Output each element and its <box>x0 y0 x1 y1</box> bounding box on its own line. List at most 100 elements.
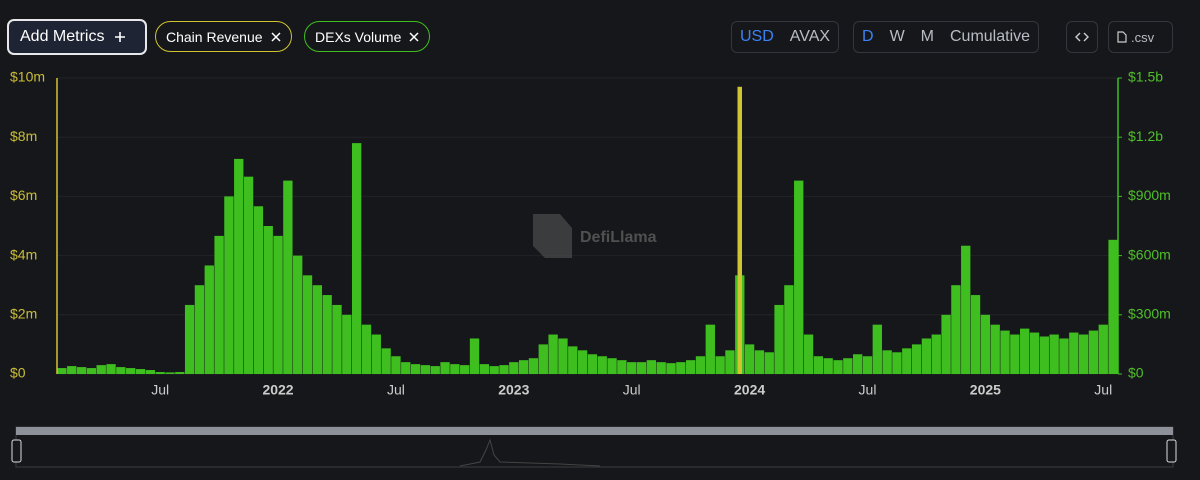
period-option[interactable]: M <box>920 28 934 45</box>
bar <box>921 338 932 374</box>
bar <box>843 358 853 374</box>
bar <box>911 344 922 374</box>
bar <box>381 348 391 374</box>
period-group: D W M Cumulative <box>853 21 1040 53</box>
y2-tick-label: $600m <box>1128 246 1171 262</box>
bar <box>312 285 323 374</box>
bar <box>705 324 715 374</box>
denomination-option[interactable]: AVAX <box>789 28 831 45</box>
csv-button[interactable]: .csv <box>1108 21 1173 53</box>
bar <box>332 304 342 374</box>
bar <box>961 245 971 374</box>
bar <box>990 324 1000 374</box>
bar <box>293 255 303 374</box>
bar <box>371 334 381 374</box>
bar <box>558 338 568 374</box>
bar <box>1010 334 1020 374</box>
bar <box>410 364 421 374</box>
watermark-text: DefiLlama <box>580 229 657 246</box>
bar <box>243 176 254 374</box>
legend-chip[interactable]: DEXs Volume <box>304 21 431 52</box>
y2-tick-label: $300m <box>1128 306 1171 322</box>
period-option[interactable]: D <box>862 28 874 45</box>
bar <box>184 304 195 374</box>
period-option[interactable]: W <box>889 28 905 45</box>
x-tick-label: 2025 <box>970 382 1001 398</box>
bar <box>351 143 362 374</box>
bar <box>401 362 411 374</box>
bar <box>636 362 647 374</box>
bar <box>214 235 224 374</box>
bar <box>577 350 588 374</box>
plot <box>57 77 1118 375</box>
bar <box>450 364 460 374</box>
bar <box>587 354 598 374</box>
bar <box>361 324 372 374</box>
bar <box>126 368 136 374</box>
bar <box>224 196 234 374</box>
bar <box>165 372 175 374</box>
denomination-group: USD AVAX <box>731 21 840 53</box>
bar <box>509 362 519 374</box>
bar <box>1029 332 1040 374</box>
bar <box>902 348 912 374</box>
bar <box>1020 328 1030 374</box>
period-option[interactable]: Cumulative <box>950 28 1031 45</box>
legend-label: DEXs Volume <box>315 28 402 45</box>
x-tick-label: 2022 <box>262 382 293 398</box>
bar <box>666 363 676 374</box>
bar <box>489 366 499 374</box>
bar <box>391 356 401 374</box>
bar <box>951 285 961 374</box>
bar <box>1108 239 1118 374</box>
brush-handle[interactable] <box>11 439 22 463</box>
bar <box>57 368 67 374</box>
bar <box>882 350 892 374</box>
bar <box>764 352 774 374</box>
brush-handle[interactable] <box>1166 439 1177 463</box>
x-tick-label: Jul <box>151 382 169 398</box>
bar <box>852 354 863 374</box>
csv-label: .csv <box>1131 29 1155 45</box>
plus-icon <box>115 32 126 42</box>
bar <box>607 358 617 374</box>
bar <box>145 370 155 374</box>
legend-chip[interactable]: Chain Revenue <box>155 21 292 52</box>
bar <box>430 366 440 374</box>
bar <box>469 338 480 374</box>
bar <box>479 364 490 374</box>
bar <box>67 366 77 374</box>
bar <box>1098 324 1108 374</box>
bar <box>420 365 431 374</box>
x-tick-label: Jul <box>387 382 405 398</box>
bar <box>1078 334 1089 374</box>
y2-tick-label: $1.2b <box>1128 128 1163 144</box>
denomination-option[interactable]: USD <box>740 28 774 45</box>
bar <box>676 362 686 374</box>
bar <box>302 275 313 374</box>
add-metrics-button[interactable]: Add Metrics <box>7 19 147 55</box>
x-tick-label: Jul <box>859 382 877 398</box>
bar <box>744 344 755 374</box>
bar <box>803 334 814 374</box>
add-metrics-label: Add Metrics <box>20 28 105 45</box>
y-tick-label: $2m <box>10 306 37 322</box>
bar <box>980 314 991 374</box>
bar <box>1039 336 1049 374</box>
bar <box>1049 334 1059 374</box>
brush-preview <box>459 438 601 467</box>
bar <box>194 285 205 374</box>
bar <box>941 314 951 374</box>
bar <box>754 350 765 374</box>
watermark-logo <box>533 214 572 258</box>
code-icon <box>1075 32 1089 42</box>
close-icon <box>270 31 281 42</box>
bar <box>175 372 185 374</box>
brush[interactable] <box>11 426 1177 468</box>
brush-bar <box>16 427 1173 435</box>
embed-button[interactable] <box>1066 21 1098 53</box>
bar <box>833 360 843 374</box>
bar <box>813 356 824 374</box>
